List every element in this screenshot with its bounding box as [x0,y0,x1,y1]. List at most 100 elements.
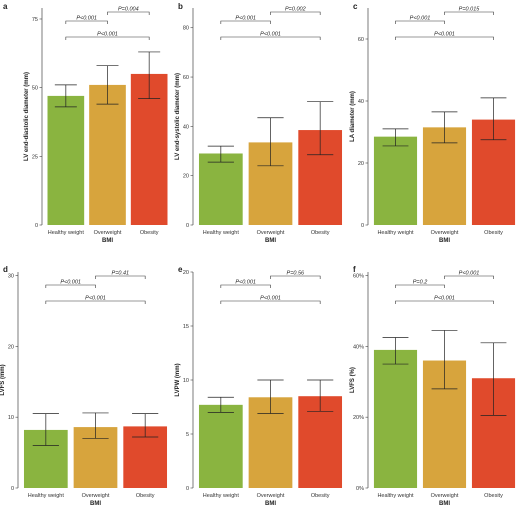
y-axis-label: LVFS (%) [350,367,356,393]
p-value-label: P=0.2 [413,280,428,286]
panel-f: f 0% 20% 40% 60% LVFS (%) Healthy weight Overwe… [350,265,516,507]
bar-b-0 [198,153,243,225]
significance-bracket [395,20,445,24]
x-category-label: Obesity [136,493,155,499]
x-category-label: Healthy weight [28,493,65,499]
y-tick-label: 60 [183,75,189,81]
significance-bracket [395,300,494,304]
x-axis-label: BMI [265,238,276,244]
significance-bracket [270,275,321,279]
x-axis-label: BMI [90,501,101,507]
panel-b: b 0 20 40 60 80 LV end-systolic diameter (mm) H… [175,2,343,244]
p-value-label: P<0.001 [235,280,256,286]
y-axis-label: LV end-systolic diameter (mm) [175,73,181,160]
p-value-label: P<0.001 [260,296,281,302]
y-tick-label: 0 [11,486,14,492]
y-axis-label: LVPW (mm) [175,363,181,396]
x-category-label: Overweight [82,493,110,499]
y-tick-label: 40 [183,124,189,130]
x-axis-label: BMI [265,501,276,507]
x-category-label: Healthy weight [377,230,414,236]
bar-c-1 [422,127,467,225]
p-value-label: P<0.001 [97,32,118,38]
x-axis-label: BMI [439,501,450,507]
x-axis-label: BMI [102,238,113,244]
x-category-label: Healthy weight [377,493,414,499]
y-tick-label: 0 [186,486,189,492]
p-value-label: P=0.56 [287,271,306,277]
significance-bracket [65,36,150,40]
p-value-label: P<0.001 [459,271,480,277]
y-tick-label: 10 [8,415,14,421]
x-category-label: Healthy weight [203,230,240,236]
y-tick-label: 10 [183,378,189,384]
x-category-label: Obesity [311,230,330,236]
bar-a-1 [89,84,126,225]
panel-e: e 0 5 10 15 20 LVPW (mm) Healthy weight Overweig… [175,265,343,507]
significance-bracket [65,20,108,24]
significance-bracket [270,11,321,15]
x-category-label: Overweight [94,230,122,236]
y-tick-label: 25 [32,154,38,160]
significance-bracket [444,275,494,279]
y-tick-label: 20 [8,344,14,350]
panel-letter: b [178,2,183,11]
panel-a: a 0 25 50 75 LV end-diastolic diameter (mm) He… [3,2,168,244]
significance-bracket [220,20,271,24]
x-category-label: Healthy weight [203,493,240,499]
y-tick-label: 40% [353,344,364,350]
y-tick-label: 0 [186,223,189,229]
y-tick-label: 40 [358,99,364,105]
panel-c: c 0 20 40 60 LA diameter (mm) Healthy weight Ov… [350,2,516,244]
significance-bracket [220,36,321,40]
x-category-label: Healthy weight [48,230,85,236]
panel-letter: f [353,265,356,274]
x-category-label: Overweight [257,493,285,499]
y-tick-label: 20% [353,415,364,421]
significance-bracket [395,36,494,40]
significance-bracket [220,284,271,288]
p-value-label: P<0.001 [434,296,455,302]
significance-bracket [107,11,150,15]
x-category-label: Obesity [484,230,503,236]
p-value-label: P=0.015 [459,7,481,13]
p-value-label: P<0.001 [434,32,455,38]
p-value-label: P<0.001 [235,16,256,22]
significance-bracket [95,275,146,279]
p-value-label: P=0.004 [118,7,139,13]
p-value-label: P<0.001 [260,32,281,38]
y-tick-label: 50 [32,86,38,92]
significance-bracket [220,300,321,304]
x-axis-label: BMI [439,238,450,244]
y-tick-label: 15 [183,324,189,330]
bar-a-0 [47,95,85,225]
panel-letter: a [3,2,8,11]
p-value-label: P=0.002 [285,7,306,13]
y-tick-label: 0 [361,223,364,229]
y-tick-label: 0 [35,223,38,229]
y-axis-label: LVFS (mm) [0,364,6,395]
y-tick-label: 60 [358,37,364,43]
y-tick-label: 20 [183,174,189,180]
panel-letter: d [3,265,8,274]
x-category-label: Obesity [311,493,330,499]
x-category-label: Overweight [257,230,285,236]
y-tick-label: 5 [186,432,189,438]
p-value-label: P=0.41 [112,271,130,277]
y-tick-label: 75 [32,17,38,23]
bar-e-0 [198,404,243,488]
bar-a-2 [130,73,168,226]
y-tick-label: 20 [183,270,189,276]
significance-bracket [45,284,96,288]
bar-c-0 [373,136,418,225]
x-category-label: Obesity [484,493,503,499]
significance-bracket [45,300,146,304]
y-axis-label: LA diameter (mm) [350,91,356,142]
x-category-label: Overweight [431,230,459,236]
y-tick-label: 20 [358,161,364,167]
x-category-label: Overweight [431,493,459,499]
y-tick-label: 80 [183,26,189,32]
y-tick-label: 0% [356,486,364,492]
panel-letter: c [353,2,358,11]
